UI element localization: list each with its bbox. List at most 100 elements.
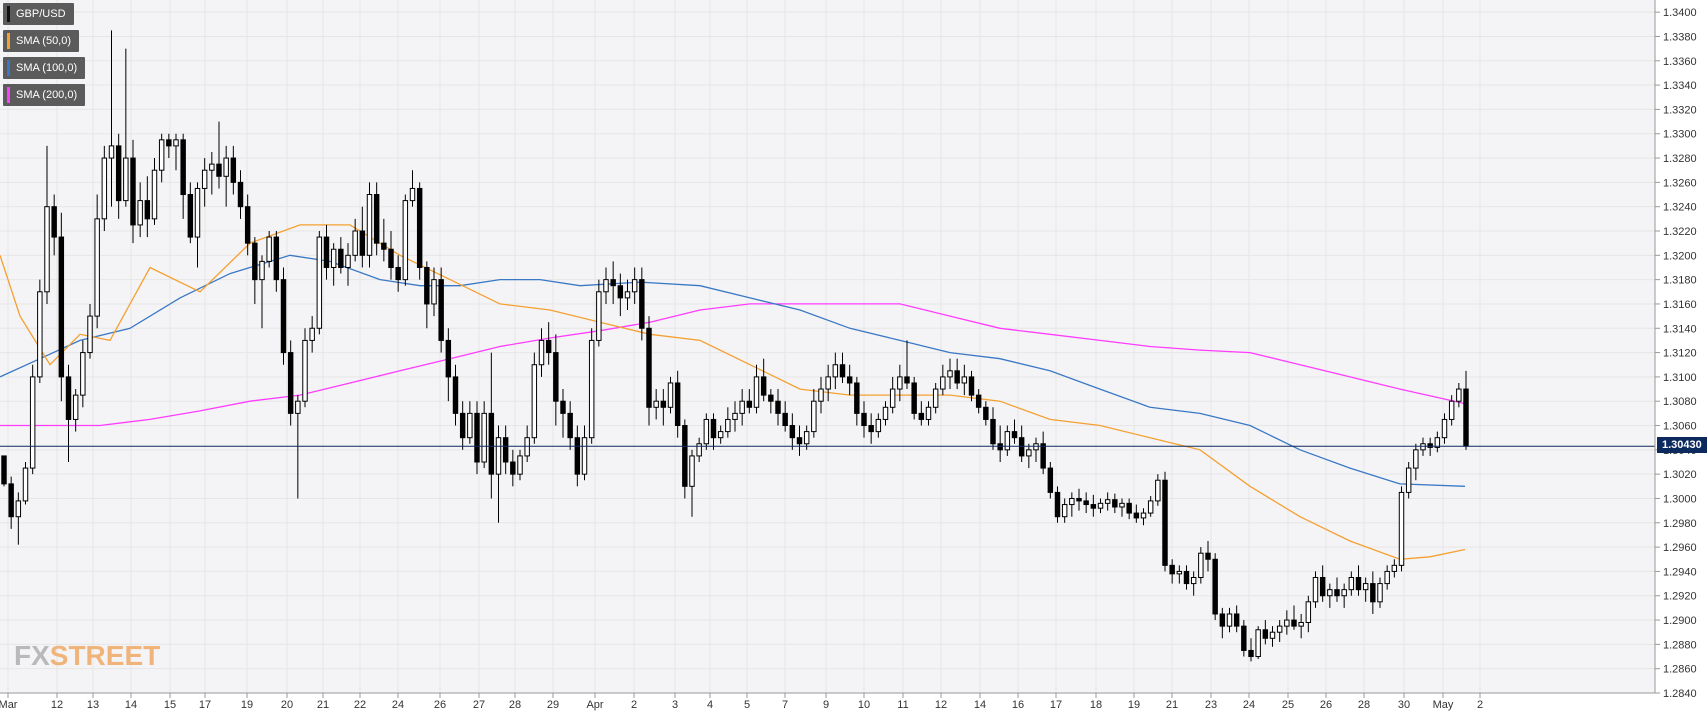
- y-tick-label: 1.3400: [1663, 7, 1697, 19]
- candle: [130, 139, 136, 244]
- x-tick-label: May: [1433, 699, 1454, 711]
- candle: [961, 364, 968, 396]
- candle: [510, 449, 516, 487]
- plot-background: [0, 0, 1655, 693]
- candle: [596, 279, 602, 347]
- candle: [1370, 571, 1376, 614]
- candle-body-down: [567, 412, 573, 439]
- candle-body-up: [703, 418, 710, 445]
- candle-body-down: [1169, 564, 1175, 575]
- x-tick-label: 21: [317, 699, 329, 711]
- candle: [689, 449, 695, 517]
- candle-body-down: [452, 376, 459, 414]
- candle-body-down: [166, 139, 172, 147]
- candle-body-up: [531, 364, 538, 439]
- candle: [1291, 605, 1297, 630]
- candle: [1026, 443, 1032, 469]
- candle-body-up: [1276, 625, 1283, 633]
- candle: [1033, 437, 1039, 462]
- candle: [545, 322, 552, 365]
- candle: [123, 48, 129, 207]
- candle-body-up: [889, 388, 896, 408]
- candle-body-up: [581, 437, 588, 475]
- candle-body-down: [488, 412, 495, 475]
- candle-body-up: [1119, 502, 1125, 508]
- candle: [166, 133, 172, 159]
- candle: [481, 401, 487, 469]
- candle: [194, 182, 201, 268]
- candle: [94, 194, 100, 329]
- candle: [811, 389, 817, 438]
- x-tick-label: 27: [473, 699, 485, 711]
- candle-body-down: [1040, 443, 1046, 469]
- candle: [445, 328, 452, 402]
- current-price-tag: 1.30430: [1657, 437, 1707, 454]
- candle-body-up: [588, 339, 595, 439]
- candle-body-down: [646, 327, 652, 408]
- candle: [1219, 607, 1226, 639]
- candle-body-up: [524, 437, 530, 457]
- candle: [1054, 486, 1061, 523]
- candle: [782, 401, 788, 432]
- candle-body-down: [180, 139, 186, 196]
- candle: [1355, 565, 1362, 596]
- x-tick-label: 30: [1398, 699, 1410, 711]
- candle: [438, 267, 444, 353]
- candle-body-up: [1434, 437, 1441, 448]
- legend-item-sma50[interactable]: SMA (50,0): [3, 30, 80, 52]
- candle: [818, 376, 824, 414]
- candle: [1004, 425, 1011, 456]
- x-tick-label: 21: [1166, 699, 1178, 711]
- x-tick-label: 7: [782, 699, 788, 711]
- y-tick-label: 1.2880: [1663, 639, 1697, 651]
- candle-body-down: [796, 437, 803, 445]
- candle-body-up: [87, 315, 93, 354]
- candle-body-down: [682, 425, 688, 487]
- candle-body-down: [1241, 625, 1247, 651]
- candle: [1413, 443, 1419, 481]
- logo-fx: FX: [14, 640, 50, 671]
- candle: [524, 425, 530, 462]
- candle: [101, 145, 108, 231]
- candle: [839, 352, 846, 383]
- candle: [846, 364, 853, 396]
- candle-body-up: [1391, 564, 1398, 572]
- candle-body-up: [932, 388, 939, 408]
- candle: [567, 401, 573, 450]
- candle: [861, 401, 867, 438]
- candle: [359, 206, 366, 268]
- candle: [87, 303, 93, 359]
- y-tick-label: 1.3100: [1663, 372, 1697, 384]
- legend-item-gbpusd[interactable]: GBP/USD: [3, 3, 74, 25]
- candle: [574, 425, 581, 487]
- legend-item-sma100[interactable]: SMA (100,0): [3, 57, 86, 79]
- candle-body-down: [746, 400, 753, 408]
- candle-body-up: [1448, 400, 1455, 420]
- y-tick-label: 1.3080: [1663, 396, 1697, 408]
- candle-body-up: [72, 394, 79, 420]
- y-tick-label: 1.2900: [1663, 615, 1697, 627]
- candle: [424, 261, 430, 329]
- candle: [940, 364, 946, 396]
- legend-item-sma200[interactable]: SMA (200,0): [3, 84, 86, 106]
- legend-label-sma100: SMA (100,0): [16, 62, 78, 74]
- candle: [431, 267, 437, 317]
- candle: [201, 158, 208, 207]
- candle-body-down: [545, 339, 552, 354]
- sma100-line: [0, 254, 1466, 487]
- y-tick-label: 1.3240: [1663, 202, 1697, 214]
- candle: [725, 407, 731, 438]
- candle-body-down: [846, 376, 853, 384]
- candle-body-up: [1269, 631, 1276, 639]
- candle: [416, 182, 423, 280]
- candle-body-up: [811, 400, 817, 433]
- candle: [1398, 486, 1405, 572]
- candle: [467, 401, 473, 444]
- candle: [1305, 595, 1312, 633]
- x-tick-label: 4: [707, 699, 713, 711]
- y-tick-label: 1.3300: [1663, 129, 1697, 141]
- y-tick-label: 1.3220: [1663, 226, 1697, 238]
- grid-layer: [0, 0, 1655, 694]
- candle-body-down: [373, 194, 380, 244]
